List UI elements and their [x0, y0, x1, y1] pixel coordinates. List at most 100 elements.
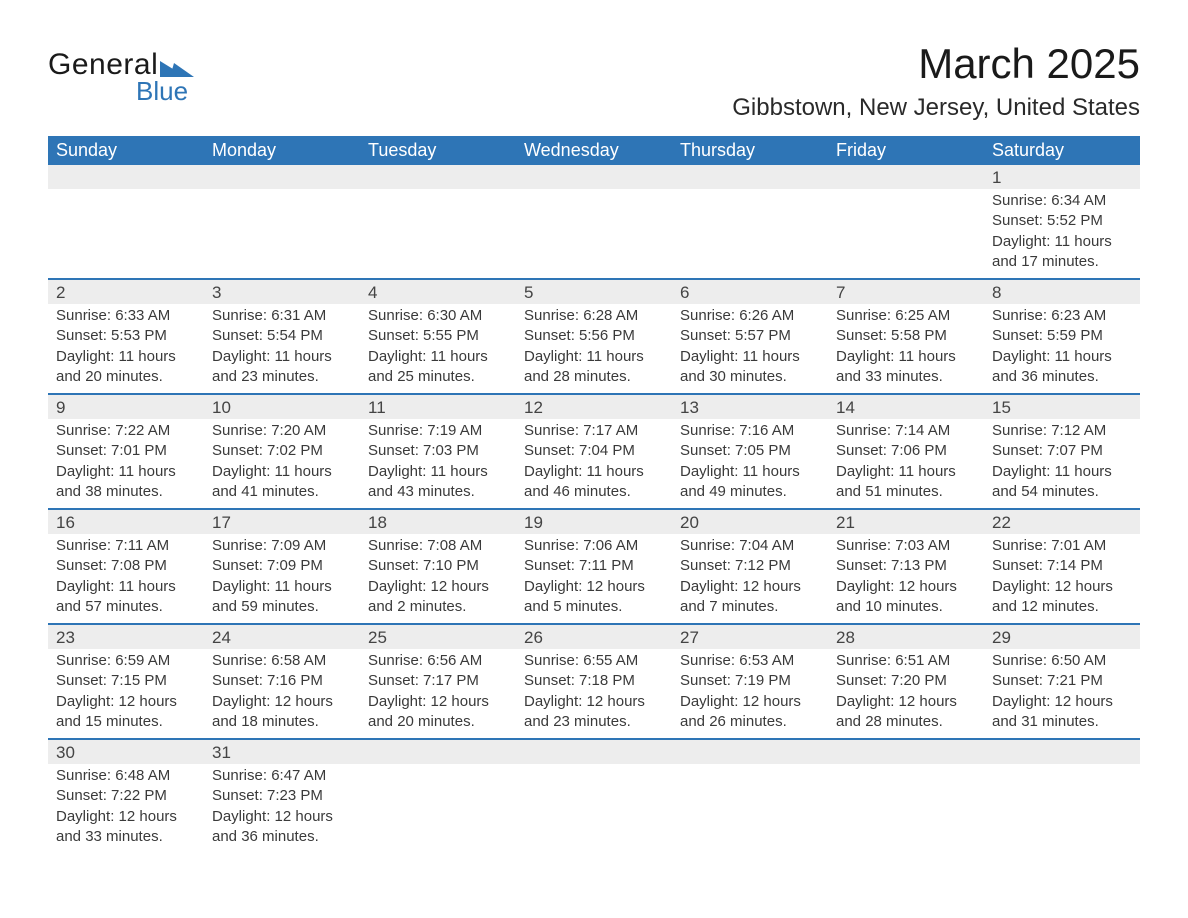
day-number: 20 [672, 510, 828, 534]
calendar-empty [516, 739, 672, 853]
day-content: Sunrise: 6:33 AMSunset: 5:53 PMDaylight:… [48, 304, 204, 393]
sunrise-text: Sunrise: 7:20 AM [212, 421, 352, 441]
sunset-text: Sunset: 7:08 PM [56, 556, 196, 576]
daylight-line1: Daylight: 11 hours [56, 347, 196, 367]
day-number: 21 [828, 510, 984, 534]
calendar-day: 25Sunrise: 6:56 AMSunset: 7:17 PMDayligh… [360, 624, 516, 739]
calendar-day: 23Sunrise: 6:59 AMSunset: 7:15 PMDayligh… [48, 624, 204, 739]
sunrise-text: Sunrise: 6:34 AM [992, 191, 1132, 211]
brand-logo: General Blue [48, 48, 194, 107]
calendar-empty [672, 739, 828, 853]
sunset-text: Sunset: 5:57 PM [680, 326, 820, 346]
sunset-text: Sunset: 7:05 PM [680, 441, 820, 461]
sunset-text: Sunset: 7:04 PM [524, 441, 664, 461]
day-number [360, 740, 516, 764]
sunrise-text: Sunrise: 6:48 AM [56, 766, 196, 786]
sunrise-text: Sunrise: 6:47 AM [212, 766, 352, 786]
day-content: Sunrise: 6:58 AMSunset: 7:16 PMDaylight:… [204, 649, 360, 738]
sunrise-text: Sunrise: 6:30 AM [368, 306, 508, 326]
day-number: 26 [516, 625, 672, 649]
day-number [672, 740, 828, 764]
daylight-line2: and 49 minutes. [680, 482, 820, 502]
calendar-week: 9Sunrise: 7:22 AMSunset: 7:01 PMDaylight… [48, 394, 1140, 509]
day-header: Wednesday [516, 136, 672, 165]
sunrise-text: Sunrise: 6:33 AM [56, 306, 196, 326]
day-content: Sunrise: 6:56 AMSunset: 7:17 PMDaylight:… [360, 649, 516, 738]
day-content: Sunrise: 6:53 AMSunset: 7:19 PMDaylight:… [672, 649, 828, 738]
day-content [48, 189, 204, 197]
daylight-line1: Daylight: 12 hours [212, 807, 352, 827]
sunset-text: Sunset: 7:07 PM [992, 441, 1132, 461]
day-number [516, 740, 672, 764]
daylight-line1: Daylight: 11 hours [524, 462, 664, 482]
day-header: Sunday [48, 136, 204, 165]
calendar-day: 18Sunrise: 7:08 AMSunset: 7:10 PMDayligh… [360, 509, 516, 624]
day-number: 9 [48, 395, 204, 419]
calendar-week: 2Sunrise: 6:33 AMSunset: 5:53 PMDaylight… [48, 279, 1140, 394]
day-content: Sunrise: 6:51 AMSunset: 7:20 PMDaylight:… [828, 649, 984, 738]
daylight-line2: and 54 minutes. [992, 482, 1132, 502]
daylight-line2: and 20 minutes. [368, 712, 508, 732]
sunrise-text: Sunrise: 7:03 AM [836, 536, 976, 556]
calendar-empty [360, 165, 516, 279]
calendar-empty [828, 739, 984, 853]
calendar-day: 9Sunrise: 7:22 AMSunset: 7:01 PMDaylight… [48, 394, 204, 509]
day-number: 30 [48, 740, 204, 764]
calendar-day: 26Sunrise: 6:55 AMSunset: 7:18 PMDayligh… [516, 624, 672, 739]
daylight-line1: Daylight: 11 hours [368, 462, 508, 482]
calendar-day: 7Sunrise: 6:25 AMSunset: 5:58 PMDaylight… [828, 279, 984, 394]
day-content [516, 189, 672, 197]
sunset-text: Sunset: 5:55 PM [368, 326, 508, 346]
day-number: 14 [828, 395, 984, 419]
calendar-day: 28Sunrise: 6:51 AMSunset: 7:20 PMDayligh… [828, 624, 984, 739]
day-content: Sunrise: 6:59 AMSunset: 7:15 PMDaylight:… [48, 649, 204, 738]
sunset-text: Sunset: 5:59 PM [992, 326, 1132, 346]
sunset-text: Sunset: 7:01 PM [56, 441, 196, 461]
day-number: 17 [204, 510, 360, 534]
daylight-line1: Daylight: 11 hours [56, 577, 196, 597]
day-content: Sunrise: 6:48 AMSunset: 7:22 PMDaylight:… [48, 764, 204, 853]
day-header: Friday [828, 136, 984, 165]
daylight-line1: Daylight: 12 hours [524, 692, 664, 712]
calendar-day: 3Sunrise: 6:31 AMSunset: 5:54 PMDaylight… [204, 279, 360, 394]
daylight-line1: Daylight: 11 hours [524, 347, 664, 367]
calendar-day: 30Sunrise: 6:48 AMSunset: 7:22 PMDayligh… [48, 739, 204, 853]
daylight-line1: Daylight: 12 hours [368, 577, 508, 597]
day-content: Sunrise: 7:09 AMSunset: 7:09 PMDaylight:… [204, 534, 360, 623]
day-content [828, 764, 984, 772]
daylight-line1: Daylight: 11 hours [992, 232, 1132, 252]
calendar-empty [516, 165, 672, 279]
day-number: 29 [984, 625, 1140, 649]
day-content: Sunrise: 7:04 AMSunset: 7:12 PMDaylight:… [672, 534, 828, 623]
day-header: Tuesday [360, 136, 516, 165]
calendar-week: 1Sunrise: 6:34 AMSunset: 5:52 PMDaylight… [48, 165, 1140, 279]
calendar-day: 20Sunrise: 7:04 AMSunset: 7:12 PMDayligh… [672, 509, 828, 624]
daylight-line1: Daylight: 11 hours [212, 347, 352, 367]
day-number: 2 [48, 280, 204, 304]
sunset-text: Sunset: 7:23 PM [212, 786, 352, 806]
day-number: 31 [204, 740, 360, 764]
sunset-text: Sunset: 7:02 PM [212, 441, 352, 461]
day-header: Thursday [672, 136, 828, 165]
calendar-empty [204, 165, 360, 279]
day-content: Sunrise: 7:14 AMSunset: 7:06 PMDaylight:… [828, 419, 984, 508]
sunrise-text: Sunrise: 7:08 AM [368, 536, 508, 556]
calendar-day: 11Sunrise: 7:19 AMSunset: 7:03 PMDayligh… [360, 394, 516, 509]
day-content: Sunrise: 7:01 AMSunset: 7:14 PMDaylight:… [984, 534, 1140, 623]
day-number: 24 [204, 625, 360, 649]
sunrise-text: Sunrise: 7:11 AM [56, 536, 196, 556]
daylight-line1: Daylight: 12 hours [212, 692, 352, 712]
daylight-line1: Daylight: 11 hours [680, 347, 820, 367]
day-number: 1 [984, 165, 1140, 189]
calendar-day: 17Sunrise: 7:09 AMSunset: 7:09 PMDayligh… [204, 509, 360, 624]
daylight-line1: Daylight: 11 hours [212, 577, 352, 597]
daylight-line2: and 33 minutes. [836, 367, 976, 387]
daylight-line2: and 31 minutes. [992, 712, 1132, 732]
sunrise-text: Sunrise: 6:53 AM [680, 651, 820, 671]
daylight-line1: Daylight: 12 hours [992, 692, 1132, 712]
daylight-line2: and 30 minutes. [680, 367, 820, 387]
sunset-text: Sunset: 5:56 PM [524, 326, 664, 346]
daylight-line1: Daylight: 12 hours [56, 692, 196, 712]
sunset-text: Sunset: 5:54 PM [212, 326, 352, 346]
daylight-line2: and 38 minutes. [56, 482, 196, 502]
